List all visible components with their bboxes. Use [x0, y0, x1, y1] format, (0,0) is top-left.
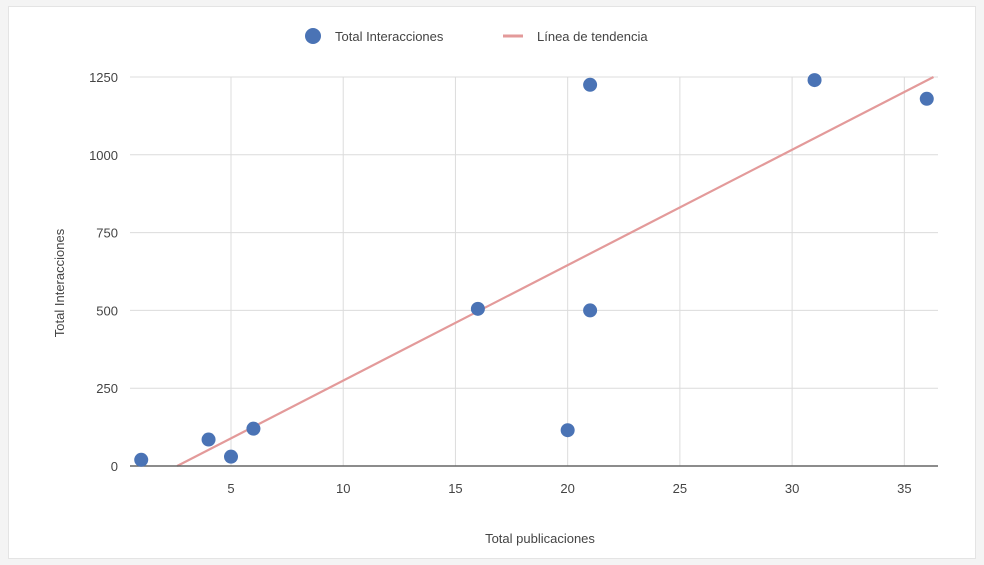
legend-label-linea-de-tendencia: Línea de tendencia: [537, 29, 648, 44]
ticks-layer: 0 250 500 750 1000 1250 5 10 15 20 25 30 35: [89, 70, 911, 496]
trend-layer: [177, 77, 933, 466]
data-point: [583, 78, 597, 92]
y-axis-title: Total Interacciones: [52, 228, 67, 337]
y-tick-label: 750: [96, 226, 118, 241]
data-point: [246, 422, 260, 436]
data-point: [920, 92, 934, 106]
legend-label-total-interacciones: Total Interacciones: [335, 29, 444, 44]
data-point: [583, 303, 597, 317]
x-tick-label: 25: [673, 481, 687, 496]
data-point: [134, 453, 148, 467]
y-tick-label: 1000: [89, 148, 118, 163]
y-tick-label: 500: [96, 303, 118, 318]
x-tick-label: 10: [336, 481, 350, 496]
x-tick-label: 5: [227, 481, 234, 496]
x-axis-title: Total publicaciones: [485, 531, 595, 546]
points-layer: [134, 73, 934, 467]
data-point: [561, 423, 575, 437]
data-point: [471, 302, 485, 316]
y-tick-label: 250: [96, 381, 118, 396]
legend-marker-total-interacciones: [305, 28, 321, 44]
data-point: [808, 73, 822, 87]
x-tick-label: 15: [448, 481, 462, 496]
y-tick-label: 0: [111, 459, 118, 474]
x-tick-label: 30: [785, 481, 799, 496]
y-tick-label: 1250: [89, 70, 118, 85]
grid-layer: [130, 77, 938, 466]
trend-line: [177, 77, 933, 466]
data-point: [202, 433, 216, 447]
data-point: [224, 450, 238, 464]
x-tick-label: 20: [560, 481, 574, 496]
x-tick-label: 35: [897, 481, 911, 496]
legend: Total Interacciones Línea de tendencia: [305, 28, 648, 44]
